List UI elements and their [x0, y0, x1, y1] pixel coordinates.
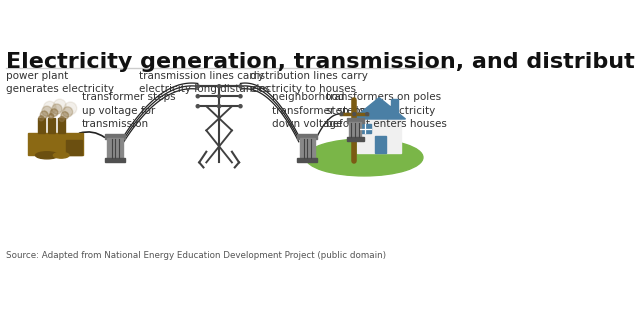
- Circle shape: [52, 104, 62, 114]
- Text: neighborhood
transformer steps
down voltage: neighborhood transformer steps down volt…: [272, 92, 365, 129]
- FancyBboxPatch shape: [107, 138, 123, 159]
- FancyBboxPatch shape: [375, 136, 386, 153]
- Circle shape: [62, 107, 72, 117]
- FancyBboxPatch shape: [105, 134, 125, 139]
- FancyBboxPatch shape: [357, 119, 401, 153]
- Text: Source: Adapted from National Energy Education Development Project (public domai: Source: Adapted from National Energy Edu…: [6, 251, 386, 260]
- Polygon shape: [353, 98, 406, 119]
- Text: distribution lines carry
electricity to houses: distribution lines carry electricity to …: [250, 71, 368, 94]
- Circle shape: [39, 116, 44, 121]
- FancyBboxPatch shape: [297, 158, 318, 162]
- FancyBboxPatch shape: [48, 118, 55, 133]
- Text: transmission lines carry
electricity long distances: transmission lines carry electricity lon…: [140, 71, 271, 94]
- FancyBboxPatch shape: [347, 118, 363, 123]
- Circle shape: [64, 102, 77, 115]
- Circle shape: [218, 105, 221, 108]
- Circle shape: [41, 111, 48, 119]
- Circle shape: [196, 105, 199, 108]
- Circle shape: [50, 109, 58, 116]
- Circle shape: [49, 114, 54, 119]
- FancyBboxPatch shape: [66, 140, 82, 155]
- Circle shape: [60, 117, 64, 121]
- FancyBboxPatch shape: [391, 99, 398, 115]
- Circle shape: [196, 95, 199, 98]
- FancyBboxPatch shape: [29, 133, 83, 155]
- Circle shape: [239, 95, 242, 98]
- Text: transformers on poles
step down electricity
before it enters houses: transformers on poles step down electric…: [326, 92, 446, 129]
- Circle shape: [42, 106, 52, 116]
- Circle shape: [353, 113, 356, 115]
- Circle shape: [61, 112, 69, 119]
- Text: transformer steps
up voltage for
transmission: transformer steps up voltage for transmi…: [82, 92, 175, 129]
- FancyBboxPatch shape: [300, 138, 315, 159]
- FancyBboxPatch shape: [297, 134, 318, 139]
- Circle shape: [43, 101, 56, 114]
- Circle shape: [218, 95, 221, 98]
- Circle shape: [53, 99, 66, 112]
- FancyBboxPatch shape: [58, 118, 65, 133]
- FancyBboxPatch shape: [349, 122, 361, 138]
- FancyBboxPatch shape: [347, 137, 363, 141]
- Text: power plant
generates electricity: power plant generates electricity: [6, 71, 114, 94]
- Ellipse shape: [36, 152, 58, 159]
- Ellipse shape: [305, 139, 423, 176]
- Circle shape: [196, 85, 199, 88]
- Circle shape: [239, 85, 242, 88]
- Circle shape: [340, 113, 343, 115]
- Circle shape: [218, 85, 221, 88]
- FancyBboxPatch shape: [37, 118, 45, 133]
- FancyBboxPatch shape: [360, 124, 371, 133]
- Ellipse shape: [53, 152, 69, 158]
- Circle shape: [239, 105, 242, 108]
- FancyBboxPatch shape: [105, 158, 125, 162]
- Text: Electricity generation, transmission, and distribution: Electricity generation, transmission, an…: [6, 52, 635, 72]
- Circle shape: [366, 113, 368, 115]
